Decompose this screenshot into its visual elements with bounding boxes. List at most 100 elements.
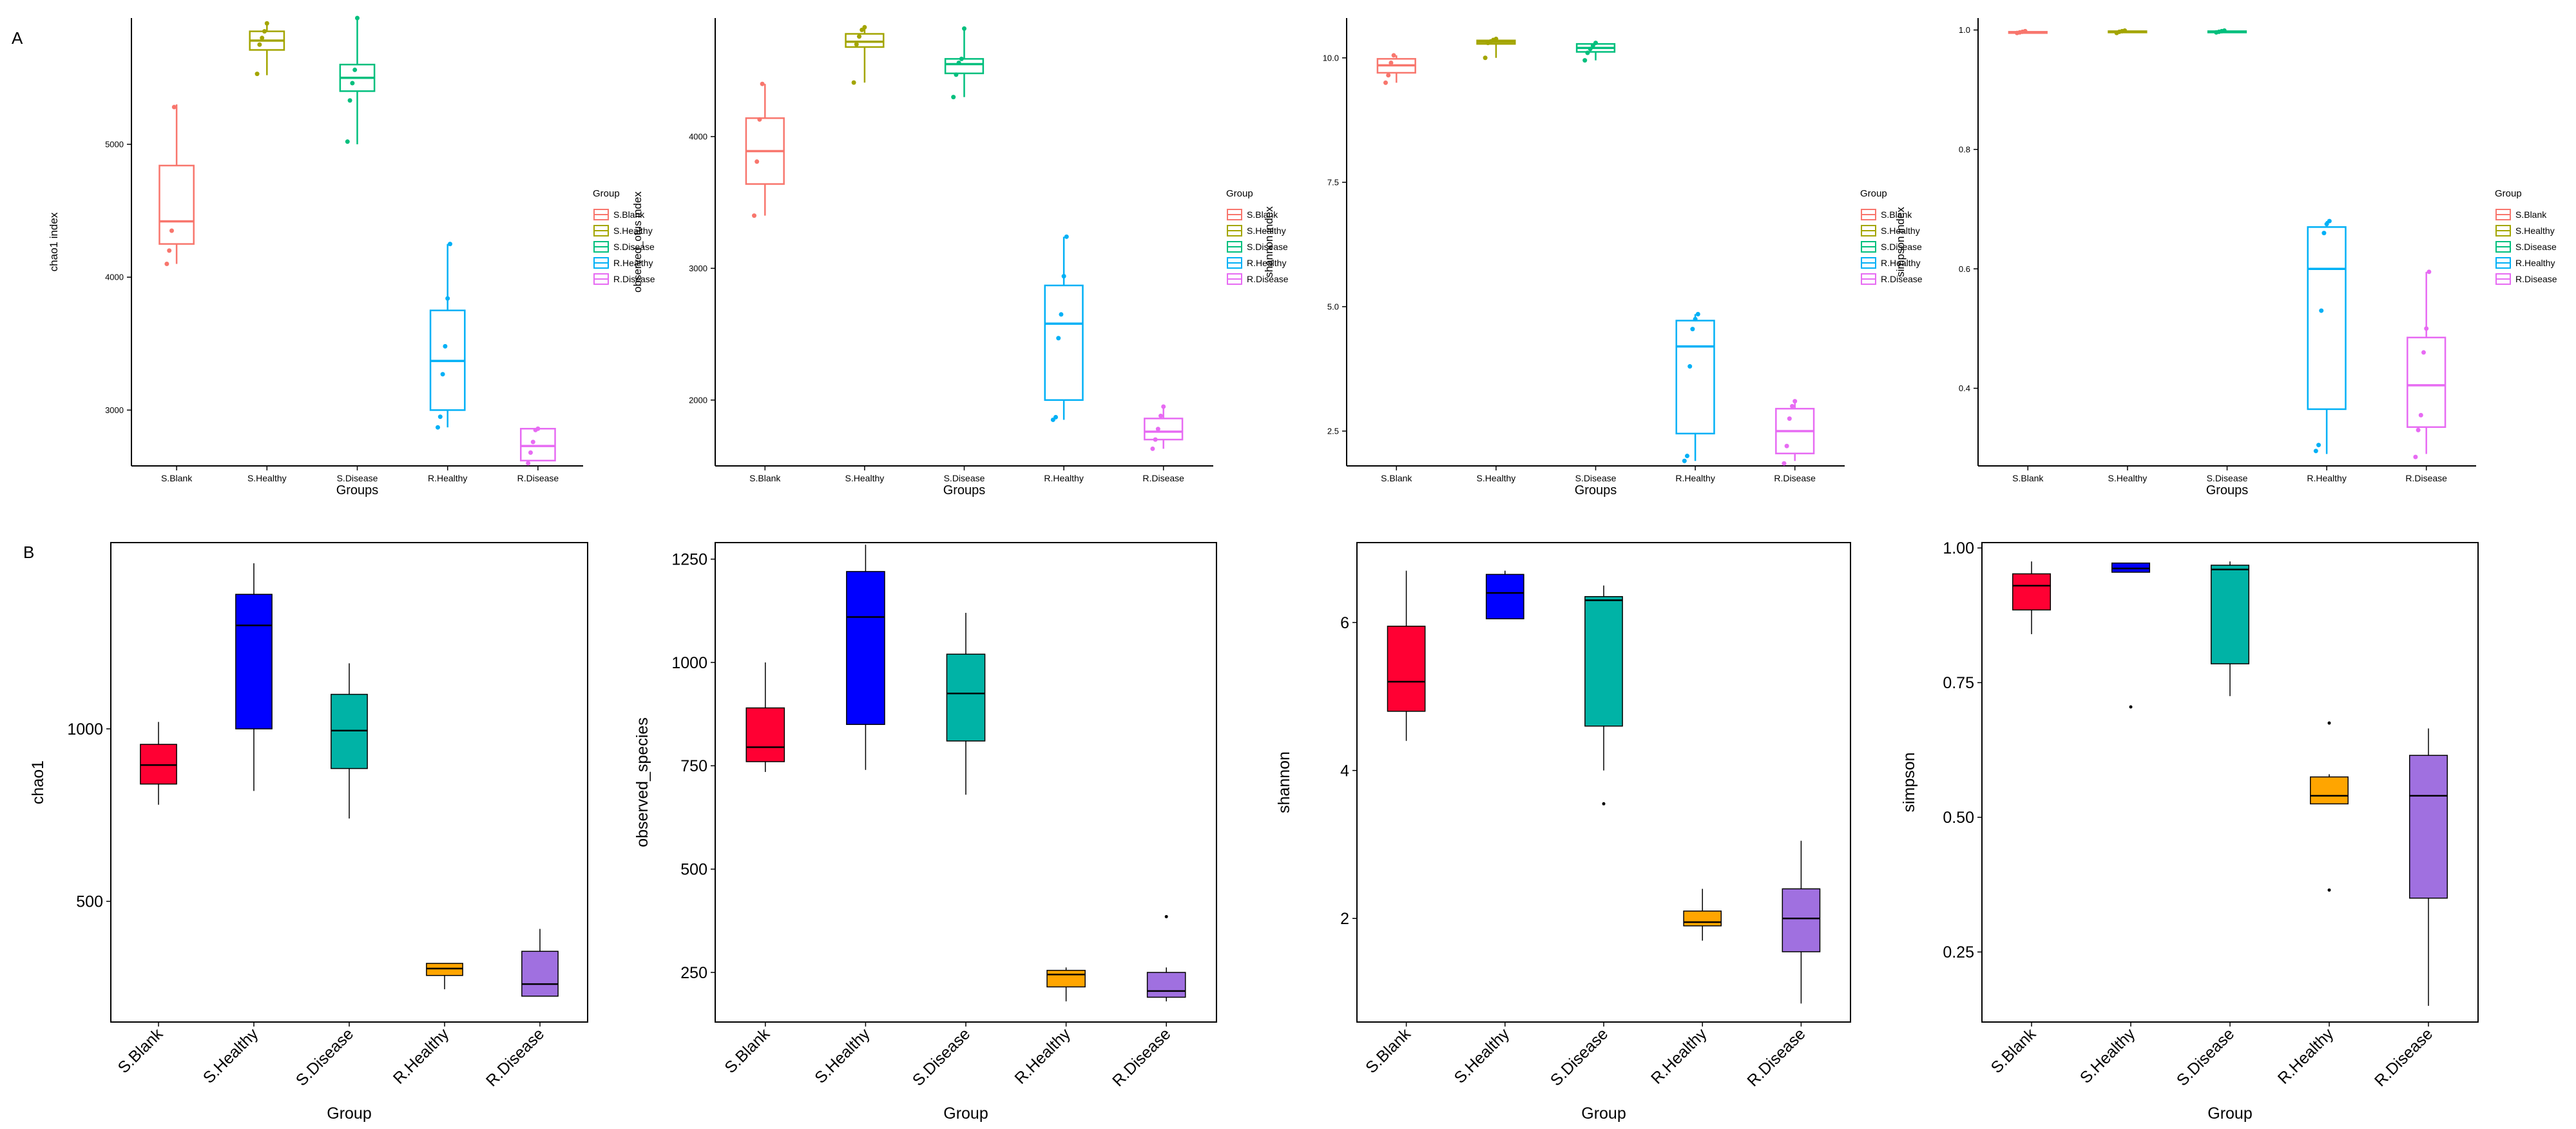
box-r-healthy bbox=[1675, 320, 1715, 435]
y-tick-label: 0.8 bbox=[1959, 144, 1970, 154]
x-tick-label: S.Blank bbox=[1988, 1025, 2040, 1077]
box-s-healthy bbox=[1485, 574, 1524, 620]
box-s-blank bbox=[745, 707, 785, 762]
y-tick-label: 1000 bbox=[671, 654, 707, 672]
data-point bbox=[1389, 61, 1394, 65]
data-point bbox=[2424, 326, 2429, 331]
data-point bbox=[445, 296, 450, 301]
data-point bbox=[951, 95, 956, 100]
chart-shannon-index-a: 2.5 5.0 7.5 10.0 shannon index S.Blank S.Healt… bbox=[1263, 18, 1923, 497]
x-tick-label: R.Disease bbox=[1744, 1025, 1809, 1090]
y-tick-label: 10.0 bbox=[1323, 53, 1339, 63]
data-point bbox=[1685, 454, 1690, 459]
data-point bbox=[1585, 50, 1590, 55]
data-point bbox=[1782, 461, 1787, 466]
data-point bbox=[528, 450, 533, 455]
data-point bbox=[962, 26, 966, 31]
legend-title: Group bbox=[1860, 188, 1887, 199]
data-point bbox=[2321, 231, 2327, 236]
legend-label: R.Healthy bbox=[1881, 258, 1920, 268]
box-s-healthy bbox=[2111, 563, 2151, 573]
data-point bbox=[2316, 443, 2321, 448]
box-s-disease bbox=[331, 693, 368, 769]
data-point bbox=[2413, 454, 2418, 459]
x-tick-label: R.Healthy bbox=[1011, 1025, 1074, 1088]
x-tick-label: S.Healthy bbox=[2077, 1025, 2139, 1087]
outlier-point bbox=[2327, 888, 2331, 892]
legend-label: R.Healthy bbox=[2515, 258, 2555, 268]
legend-label: S.Healthy bbox=[2515, 226, 2555, 236]
data-point bbox=[2427, 269, 2432, 275]
box-r-disease bbox=[1144, 418, 1184, 441]
data-point bbox=[851, 80, 856, 85]
y-tick-label: 0.50 bbox=[1943, 809, 1974, 827]
data-point bbox=[1153, 437, 1158, 442]
y-axis-title: simpson index bbox=[1894, 207, 1907, 277]
y-tick-label: 1.00 bbox=[1943, 539, 1974, 557]
legend-label: S.Healthy bbox=[1881, 226, 1920, 236]
data-point bbox=[752, 213, 757, 218]
data-point bbox=[1056, 336, 1061, 341]
data-point bbox=[1158, 413, 1164, 418]
data-point bbox=[535, 426, 541, 431]
data-point bbox=[1787, 416, 1792, 421]
data-point bbox=[755, 159, 760, 164]
y-tick-label: 500 bbox=[76, 893, 103, 911]
x-tick-label: S.Disease bbox=[1575, 473, 1617, 483]
outlier-point bbox=[1602, 802, 1606, 806]
data-point bbox=[2313, 449, 2318, 454]
chart-chao1-b: 500 1000 chao1 S.Blank S.Healthy S.Disease R.H… bbox=[29, 542, 588, 1123]
x-tick-label: R.Healthy bbox=[1675, 473, 1715, 483]
legend: Group S.Blank S.Healthy S.Disease R.Healthy R… bbox=[593, 188, 655, 285]
data-point bbox=[1588, 46, 1593, 52]
x-tick-label: S.Healthy bbox=[247, 473, 287, 483]
x-axis-title: Groups bbox=[943, 483, 986, 497]
x-tick-label: S.Healthy bbox=[811, 1025, 874, 1087]
data-point bbox=[1150, 446, 1155, 451]
legend-label: S.Disease bbox=[2515, 242, 2557, 252]
y-tick-label: 0.6 bbox=[1959, 264, 1970, 274]
y-tick-label: 2.5 bbox=[1327, 426, 1339, 436]
box-s-disease bbox=[1584, 596, 1623, 727]
data-point bbox=[448, 242, 453, 247]
x-tick-label: R.Disease bbox=[1774, 473, 1816, 483]
box-r-healthy bbox=[2307, 226, 2347, 410]
data-point bbox=[2324, 222, 2329, 227]
y-tick-label: 0.25 bbox=[1943, 943, 1974, 961]
data-point bbox=[345, 139, 350, 144]
data-point bbox=[1494, 36, 1499, 41]
x-tick-label: R.Disease bbox=[2405, 473, 2447, 483]
data-point bbox=[171, 104, 177, 110]
x-tick-label: R.Healthy bbox=[428, 473, 467, 483]
box-s-healthy bbox=[845, 33, 885, 48]
x-tick-label: S.Blank bbox=[115, 1025, 167, 1077]
legend-label: S.Blank bbox=[1881, 209, 1912, 220]
x-tick-label: S.Healthy bbox=[1451, 1025, 1514, 1087]
x-axis-title: Group bbox=[2207, 1105, 2252, 1123]
data-point bbox=[1682, 458, 1687, 463]
data-point bbox=[1690, 327, 1695, 332]
y-tick-label: 5000 bbox=[105, 139, 124, 149]
data-point bbox=[169, 228, 174, 233]
y-axis-title: shannon index bbox=[1263, 206, 1275, 278]
box-s-healthy bbox=[846, 571, 885, 725]
data-point bbox=[262, 29, 267, 34]
data-point bbox=[255, 72, 260, 77]
box-s-disease bbox=[946, 653, 986, 742]
legend-label: R.Disease bbox=[2515, 274, 2557, 284]
x-tick-label: S.Blank bbox=[1362, 1025, 1414, 1077]
data-point bbox=[954, 72, 959, 77]
legend-label: S.Blank bbox=[1247, 209, 1278, 220]
box-r-healthy bbox=[1044, 284, 1084, 401]
data-point bbox=[2023, 28, 2028, 34]
data-point bbox=[355, 15, 360, 21]
y-tick-label: 1.0 bbox=[1959, 25, 1970, 35]
box-s-blank bbox=[2012, 573, 2052, 611]
x-axis-title: Groups bbox=[1575, 483, 1617, 497]
panel-label-b: B bbox=[23, 543, 35, 562]
chart-simpson-index-a: 0.4 0.6 0.8 1.0 simpson index S.Blank S.Health… bbox=[1894, 18, 2557, 497]
x-tick-label: R.Healthy bbox=[1044, 473, 1083, 483]
x-axis-title: Group bbox=[943, 1105, 988, 1123]
legend-label: R.Healthy bbox=[613, 258, 653, 268]
data-point bbox=[257, 42, 262, 47]
